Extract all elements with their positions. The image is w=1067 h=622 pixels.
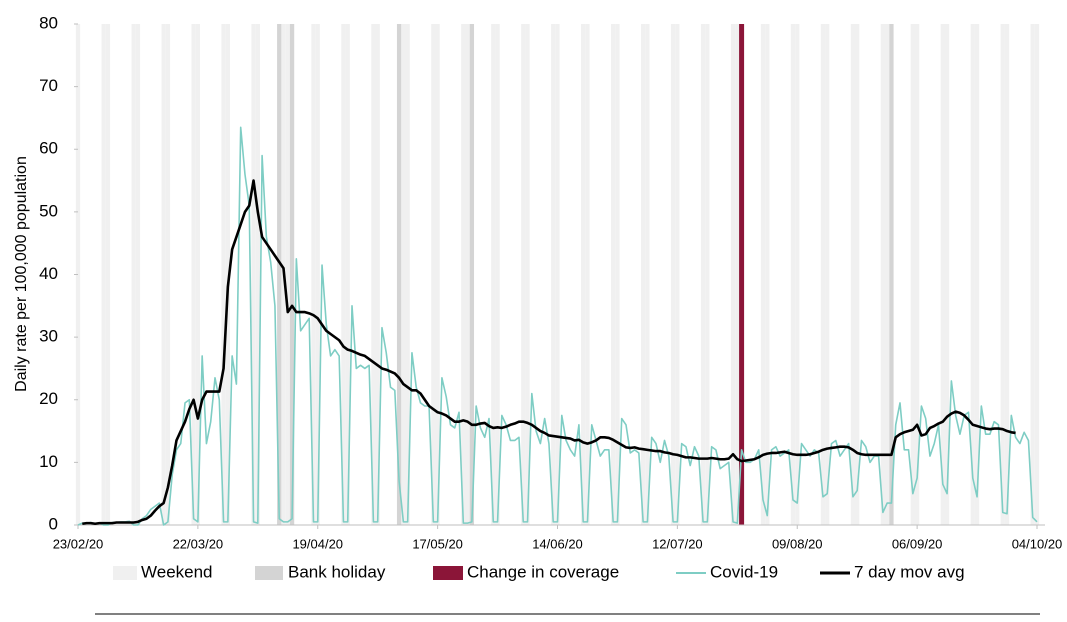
- x-tick-label: 14/06/20: [532, 536, 583, 551]
- weekend-band: [495, 24, 500, 525]
- weekend-band: [910, 24, 915, 525]
- legend-label: Bank holiday: [288, 562, 386, 581]
- weekend-band: [371, 24, 376, 525]
- x-tick-label: 04/10/20: [1012, 536, 1063, 551]
- weekend-band: [944, 24, 950, 525]
- weekend-band: [1000, 24, 1005, 525]
- weekend-band: [795, 24, 800, 525]
- coverage-change-line: [739, 24, 745, 525]
- x-tick-label: 19/04/20: [292, 536, 343, 551]
- weekend-band: [670, 24, 676, 525]
- weekend-band: [1034, 24, 1040, 525]
- legend-label: 7 day mov avg: [854, 562, 965, 581]
- weekend-band: [585, 24, 590, 525]
- x-tick-label: 22/03/20: [173, 536, 224, 551]
- weekend-band: [825, 24, 830, 525]
- weekend-band: [700, 24, 706, 525]
- x-tick-label: 12/07/20: [652, 536, 703, 551]
- legend-label: Weekend: [141, 562, 213, 581]
- bank-holiday-band: [469, 24, 475, 525]
- weekend-band: [311, 24, 316, 525]
- weekend-band: [760, 24, 766, 525]
- weekend-band: [285, 24, 290, 525]
- weekend-band: [101, 24, 106, 525]
- y-tick-label: 0: [49, 514, 58, 533]
- weekend-band: [855, 24, 860, 525]
- weekend-band: [341, 24, 346, 525]
- weekend-band: [315, 24, 320, 525]
- weekend-band: [581, 24, 586, 525]
- y-tick-label: 50: [39, 201, 58, 220]
- weekend-band: [405, 24, 410, 525]
- y-tick-label: 80: [39, 13, 58, 32]
- weekend-band: [730, 24, 736, 525]
- weekend-band: [191, 24, 196, 525]
- weekend-band: [345, 24, 350, 525]
- weekend-band: [105, 24, 111, 525]
- x-tick-label: 23/02/20: [53, 536, 104, 551]
- weekend-band: [165, 24, 171, 525]
- weekend-band: [375, 24, 380, 525]
- y-tick-label: 20: [39, 389, 58, 408]
- weekend-band: [790, 24, 796, 525]
- series-line: [82, 179, 1016, 526]
- weekend-band: [521, 24, 526, 525]
- weekend-band: [820, 24, 826, 525]
- weekend-band: [850, 24, 856, 525]
- weekend-band: [131, 24, 136, 525]
- x-tick-label: 06/09/20: [892, 536, 943, 551]
- weekend-band: [640, 24, 646, 525]
- y-tick-label: 10: [39, 452, 58, 471]
- weekend-band: [1004, 24, 1010, 525]
- weekend-band: [465, 24, 470, 525]
- weekend-band: [765, 24, 770, 525]
- y-axis-title: Daily rate per 100,000 population: [13, 156, 30, 392]
- legend-swatch: [433, 566, 463, 580]
- weekend-band: [880, 24, 886, 525]
- weekend-band: [1030, 24, 1035, 525]
- bank-holiday-band: [396, 24, 402, 525]
- x-tick-label: 17/05/20: [412, 536, 463, 551]
- weekend-band: [435, 24, 440, 525]
- weekend-band: [221, 24, 226, 525]
- weekend-band: [525, 24, 530, 525]
- weekend-band: [461, 24, 466, 525]
- weekend-band: [914, 24, 920, 525]
- weekend-band: [251, 24, 256, 525]
- bank-holiday-band: [289, 24, 295, 525]
- bands: [75, 24, 1040, 525]
- weekend-band: [611, 24, 616, 525]
- y-tick-label: 30: [39, 327, 58, 346]
- weekend-band: [401, 24, 406, 525]
- x-tick-label: 09/08/20: [772, 536, 823, 551]
- y-tick-label: 40: [39, 264, 58, 283]
- weekend-band: [885, 24, 890, 525]
- weekend-band: [615, 24, 620, 525]
- weekend-band: [161, 24, 166, 525]
- weekend-band: [491, 24, 496, 525]
- weekend-band: [974, 24, 980, 525]
- y-tick-label: 70: [39, 76, 58, 95]
- weekend-band: [675, 24, 680, 525]
- bank-holiday-band: [889, 24, 894, 525]
- weekend-band: [735, 24, 740, 525]
- weekend-band: [551, 24, 556, 525]
- legend-swatch: [255, 566, 283, 580]
- weekend-band: [645, 24, 650, 525]
- weekend-band: [940, 24, 945, 525]
- weekend-band: [555, 24, 560, 525]
- weekend-band: [195, 24, 201, 525]
- legend-label: Change in coverage: [467, 562, 619, 581]
- legend-swatch: [113, 566, 137, 580]
- weekend-band: [970, 24, 975, 525]
- y-tick-label: 60: [39, 139, 58, 158]
- weekend-band: [255, 24, 260, 525]
- bank-holiday-band: [277, 24, 282, 525]
- weekend-band: [705, 24, 710, 525]
- weekend-band: [225, 24, 230, 525]
- weekend-band: [431, 24, 436, 525]
- legend-label: Covid-19: [710, 562, 778, 581]
- weekend-band: [135, 24, 141, 525]
